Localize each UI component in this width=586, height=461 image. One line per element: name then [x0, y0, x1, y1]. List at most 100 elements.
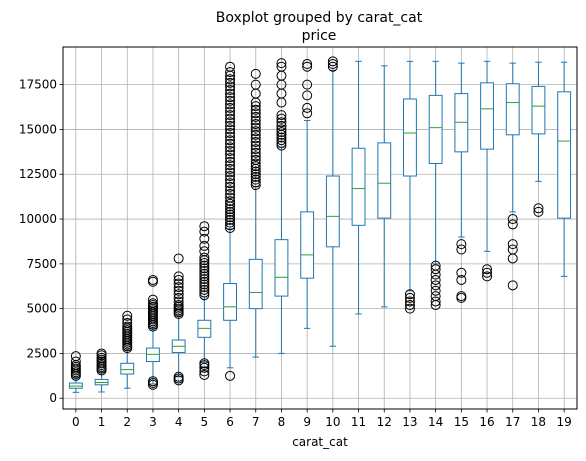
flier-point — [250, 133, 261, 144]
flier-point — [276, 132, 287, 143]
flier-point — [482, 267, 493, 278]
flier-point — [404, 300, 415, 311]
flier-point — [199, 366, 210, 377]
flier-point — [327, 61, 338, 72]
flier-point — [250, 179, 261, 190]
x-tick-label: 18 — [531, 415, 546, 429]
flier-point — [225, 163, 236, 174]
flier-point — [199, 287, 210, 298]
flier-point — [199, 362, 210, 373]
box-iqr — [531, 85, 546, 135]
flier-point — [430, 280, 441, 291]
x-tick-label: 5 — [201, 415, 209, 429]
flier-point — [430, 274, 441, 285]
flier-point — [122, 317, 133, 328]
flier-point — [404, 296, 415, 307]
flier-point — [199, 257, 210, 268]
box-group-6 — [223, 61, 237, 381]
flier-point — [225, 85, 236, 96]
flier-point — [225, 178, 236, 189]
flier-point — [173, 296, 184, 307]
flier-point — [456, 239, 467, 250]
flier-point — [225, 171, 236, 182]
x-tick-label: 16 — [479, 415, 494, 429]
flier-point — [250, 171, 261, 182]
flier-point — [225, 217, 236, 228]
flier-point — [173, 282, 184, 293]
flier-point — [122, 314, 133, 325]
flier-point — [250, 151, 261, 162]
y-tick-label: 15000 — [19, 122, 57, 136]
box-iqr — [403, 98, 417, 177]
box-group-4 — [171, 253, 186, 386]
x-tick-label: 9 — [303, 415, 311, 429]
flier-point — [199, 240, 210, 251]
flier-point — [225, 77, 236, 88]
x-tick-label: 15 — [454, 415, 469, 429]
chart-subtitle: price — [302, 28, 337, 44]
flier-point — [404, 289, 415, 300]
flier-point — [250, 140, 261, 151]
flier-point — [456, 274, 467, 285]
flier-point — [225, 212, 236, 223]
flier-point — [276, 135, 287, 146]
box-iqr — [248, 258, 263, 310]
flier-point — [250, 126, 261, 137]
box-iqr — [351, 147, 366, 226]
flier-point — [225, 145, 236, 156]
x-tick-label: 10 — [325, 415, 340, 429]
flier-point — [507, 244, 518, 255]
box-iqr — [325, 175, 340, 248]
flier-point — [225, 113, 236, 124]
flier-point — [225, 188, 236, 199]
flier-point — [302, 90, 313, 101]
flier-point — [225, 370, 236, 381]
x-axis-label: carat_cat — [292, 435, 348, 449]
flier-point — [225, 223, 236, 233]
flier-point — [225, 153, 236, 164]
flier-point — [302, 108, 313, 119]
x-tick-label: 3 — [149, 415, 157, 429]
flier-point — [430, 296, 441, 307]
flier-point — [430, 285, 441, 296]
flier-point — [250, 129, 261, 140]
x-tick-label: 17 — [505, 415, 520, 429]
box-iqr — [274, 239, 289, 297]
y-tick-label: 10000 — [19, 212, 57, 226]
box-group-5 — [197, 221, 212, 380]
flier-point — [173, 292, 184, 303]
box-group-11 — [351, 60, 366, 315]
flier-point — [302, 61, 313, 72]
flier-point — [225, 185, 236, 196]
flier-point — [250, 101, 261, 112]
box-group-17 — [505, 62, 520, 291]
x-tick-label: 2 — [123, 415, 131, 429]
x-tick-label: 13 — [402, 415, 417, 429]
flier-point — [173, 285, 184, 296]
box-iqr — [480, 82, 494, 150]
x-tick-label: 12 — [377, 415, 392, 429]
flier-point — [327, 59, 338, 70]
flier-point — [199, 284, 210, 295]
flier-point — [96, 352, 107, 363]
flier-point — [225, 198, 236, 209]
flier-point — [199, 266, 210, 277]
flier-point — [507, 239, 518, 250]
flier-point — [96, 348, 107, 359]
flier-point — [70, 351, 81, 362]
flier-point — [250, 68, 261, 79]
flier-point — [225, 209, 236, 220]
flier-point — [147, 274, 158, 285]
flier-point — [173, 271, 184, 282]
flier-point — [225, 81, 236, 92]
flier-point — [225, 192, 236, 203]
flier-point — [225, 135, 236, 146]
flier-point — [225, 117, 236, 128]
flier-point — [225, 92, 236, 103]
flier-point — [199, 268, 210, 279]
flier-point — [199, 271, 210, 282]
y-axis-ticks: 0 2500 5000 7500 10000 12500 15000 17500 — [19, 78, 63, 405]
flier-point — [225, 167, 236, 178]
box-group-8 — [274, 58, 289, 354]
